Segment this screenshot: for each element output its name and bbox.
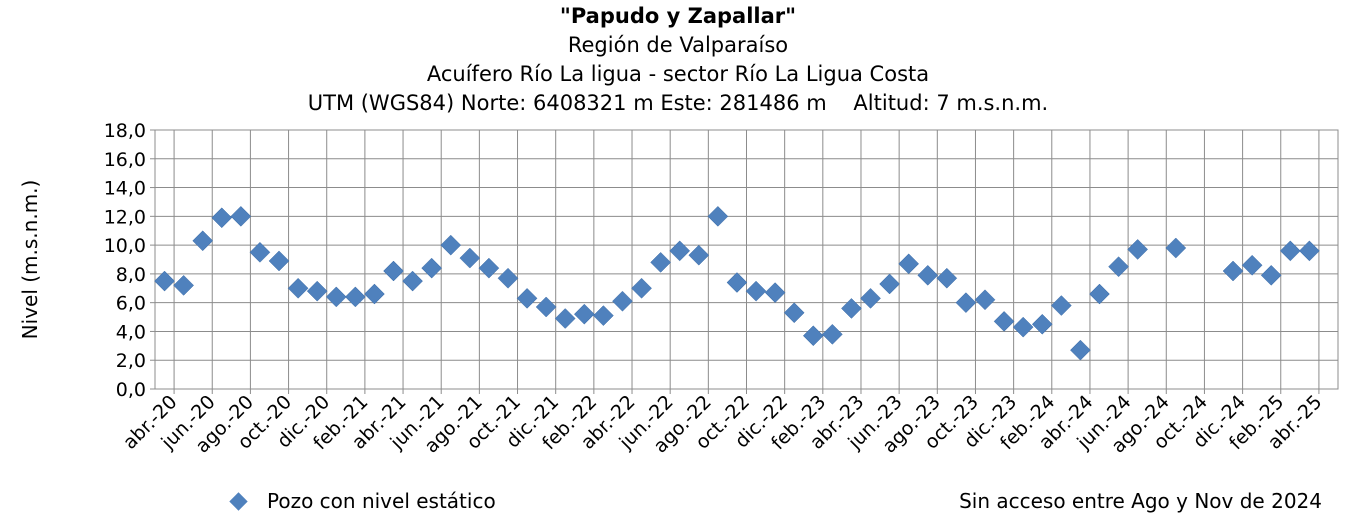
data-point [1222,260,1244,282]
data-point [573,303,595,325]
data-point [459,247,481,269]
data-point [1012,316,1034,338]
data-point [287,277,309,299]
y-tick-label: 10,0 [104,235,146,257]
data-point [1241,254,1263,276]
data-point [802,325,824,347]
y-tick-label: 12,0 [104,206,146,228]
data-point [1031,313,1053,335]
data-point [745,280,767,302]
data-point [764,282,786,303]
data-point [974,289,996,311]
data-point [325,286,347,308]
data-point [593,305,614,326]
data-point [249,241,271,263]
chart-title: "Papudo y Zapallar" [559,4,797,28]
chart-legend: Pozo con nivel estático [229,489,496,513]
data-point [478,257,500,279]
data-point [631,277,652,299]
data-point [707,205,729,227]
data-point [344,286,366,308]
data-point [554,308,576,329]
y-tick-label: 8,0 [116,264,146,286]
y-tick-label: 16,0 [104,149,146,171]
y-tick-label: 18,0 [104,120,146,142]
data-point [1108,256,1129,278]
data-point [860,287,881,309]
legend-series-label: Pozo con nivel estático [267,489,496,513]
data-point [306,280,328,302]
data-point [1070,339,1091,361]
y-tick-label: 2,0 [116,350,146,372]
chart-subtitle-aquifer: Acuífero Río La ligua - sector Río La Li… [426,62,930,86]
data-point [364,283,385,305]
data-point [612,290,633,312]
y-tick-label: 6,0 [116,293,146,315]
data-point [211,207,233,229]
data-point [688,244,710,266]
data-point [783,302,805,324]
chart-title-block: "Papudo y Zapallar" Región de Valparaíso… [0,2,1356,118]
data-point [1260,264,1282,286]
data-point [1279,240,1301,262]
data-point [402,270,423,292]
data-point [1089,283,1110,305]
data-point [955,292,977,314]
data-point [268,250,290,272]
data-point [516,287,538,309]
data-point [822,323,843,345]
data-point [173,275,194,296]
y-tick-label: 4,0 [116,321,146,343]
data-point [535,296,557,318]
data-point [936,267,958,289]
access-note: Sin acceso entre Ago y Nov de 2024 [959,489,1322,513]
data-point [1050,295,1072,316]
data-point [898,253,920,275]
data-point [421,257,443,279]
data-point [917,264,939,286]
plot-area-border [154,129,1339,390]
data-point [726,272,748,293]
y-tick-label: 14,0 [104,178,146,200]
data-point [154,270,175,292]
data-point [841,298,862,319]
data-point [383,260,404,282]
data-point [650,252,671,273]
data-point [1165,237,1187,259]
data-point [497,267,519,289]
y-axis-title: Nivel (m.s.n.m.) [18,180,42,340]
legend-diamond-marker [229,491,248,511]
data-point [230,205,252,227]
data-point [993,311,1015,332]
chart-subtitle-region: Región de Valparaíso [567,33,789,57]
chart-subtitle-coordinates: UTM (WGS84) Norte: 6408321 m Este: 28148… [307,91,1049,115]
data-point [192,230,214,252]
data-point [1299,240,1320,262]
data-point [440,234,462,256]
data-point [1127,239,1149,260]
data-point [879,273,900,295]
y-tick-label: 0,0 [116,379,146,401]
data-point [669,240,691,262]
